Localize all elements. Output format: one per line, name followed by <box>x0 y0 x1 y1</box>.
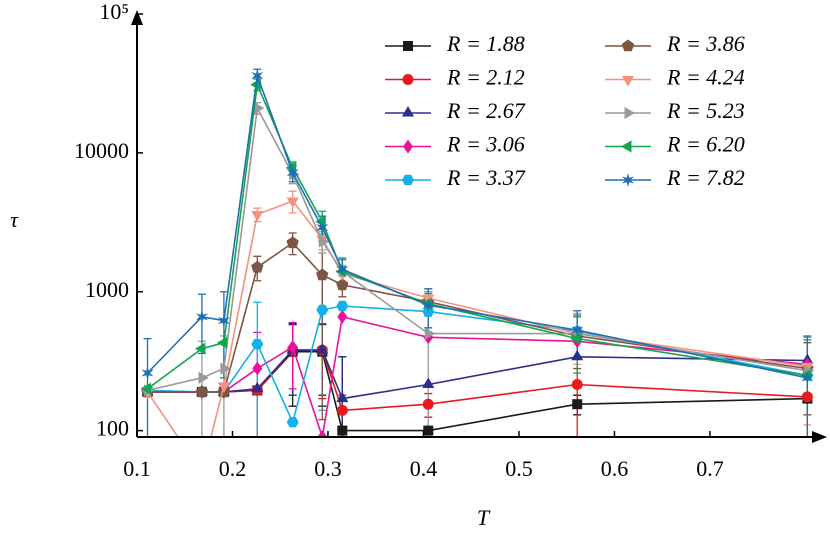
y-tick-label: 10000 <box>74 138 129 163</box>
marker <box>316 304 329 316</box>
legend-label: R = 2.67 <box>446 98 526 123</box>
marker <box>422 398 434 410</box>
marker <box>402 74 414 85</box>
marker <box>336 391 349 403</box>
marker <box>801 391 813 403</box>
marker <box>316 268 329 281</box>
marker <box>316 220 329 235</box>
marker <box>403 139 413 154</box>
x-tick-label: 0.1 <box>123 456 151 481</box>
marker <box>801 370 814 385</box>
marker <box>251 211 264 222</box>
series-line <box>147 105 808 392</box>
marker <box>195 385 209 398</box>
marker <box>286 417 299 428</box>
marker <box>336 278 349 291</box>
marker <box>402 174 414 186</box>
y-tick-label: 1000 <box>85 277 129 302</box>
marker <box>316 343 329 354</box>
marker <box>621 173 635 187</box>
marker <box>422 377 435 388</box>
marker <box>422 298 435 313</box>
error-bar <box>318 235 327 421</box>
legend-label: R = 6.20 <box>666 132 745 157</box>
legend-label: R = 4.24 <box>666 65 745 90</box>
marker <box>336 262 349 277</box>
marker <box>251 260 264 273</box>
y-tick-label: 10⁵ <box>99 0 129 24</box>
marker <box>424 327 436 340</box>
x-tick-label: 0.3 <box>314 456 342 481</box>
marker <box>572 399 583 410</box>
marker <box>252 361 263 376</box>
marker <box>216 336 228 349</box>
x-tick-label: 0.7 <box>696 456 724 481</box>
marker <box>571 349 584 361</box>
marker <box>220 362 231 375</box>
marker <box>336 300 349 312</box>
x-axis-label: T <box>477 505 491 530</box>
legend-label: R = 5.23 <box>666 98 745 123</box>
legend-label: R = 3.37 <box>446 165 526 190</box>
marker <box>286 165 299 180</box>
marker <box>624 106 635 120</box>
marker <box>423 425 434 436</box>
series-line <box>147 241 808 393</box>
marker <box>318 235 330 248</box>
series-line <box>147 81 808 390</box>
y-tick-label: 100 <box>96 416 129 441</box>
legend-label: R = 3.86 <box>666 31 745 56</box>
marker <box>336 404 348 416</box>
marker <box>621 140 632 153</box>
marker <box>287 340 298 354</box>
x-tick-label: 0.5 <box>505 456 533 481</box>
marker <box>140 382 151 395</box>
y-axis-arrow <box>131 10 143 25</box>
marker <box>570 332 581 345</box>
x-tick-label: 0.4 <box>410 456 438 481</box>
marker <box>196 469 208 480</box>
series-line <box>146 200 808 437</box>
marker <box>403 41 413 51</box>
series-line <box>146 75 808 379</box>
marker <box>194 342 206 355</box>
marker <box>286 197 299 208</box>
marker <box>337 309 348 324</box>
marker <box>401 106 415 117</box>
marker <box>251 338 264 350</box>
marker <box>286 236 299 249</box>
x-tick-label: 0.6 <box>601 456 629 481</box>
error-bar <box>143 337 152 437</box>
marker <box>217 382 230 393</box>
x-axis-arrow <box>812 431 827 443</box>
marker <box>337 425 348 436</box>
series-line <box>147 315 808 437</box>
plot-area <box>140 68 815 480</box>
marker <box>621 39 635 52</box>
marker <box>571 323 584 338</box>
legend-label: R = 1.88 <box>446 31 525 56</box>
marker <box>621 76 635 87</box>
error-bar <box>197 340 206 437</box>
legend-label: R = 3.06 <box>446 132 525 157</box>
marker <box>251 68 264 83</box>
marker <box>198 371 209 384</box>
legend: R = 1.88 R = 2.12 R = 2.67 R = 3.06 R = 3.37… <box>385 31 745 190</box>
marker <box>217 313 230 328</box>
marker <box>141 366 154 380</box>
marker <box>571 378 583 390</box>
y-axis-label: τ <box>10 207 19 232</box>
marker <box>251 381 264 393</box>
marker <box>195 309 208 324</box>
series-line <box>147 305 808 425</box>
marker <box>253 102 265 115</box>
legend-label: R = 7.82 <box>666 165 745 190</box>
marker <box>317 430 328 437</box>
x-tick-label: 0.2 <box>219 456 247 481</box>
legend-label: R = 2.12 <box>446 65 525 90</box>
